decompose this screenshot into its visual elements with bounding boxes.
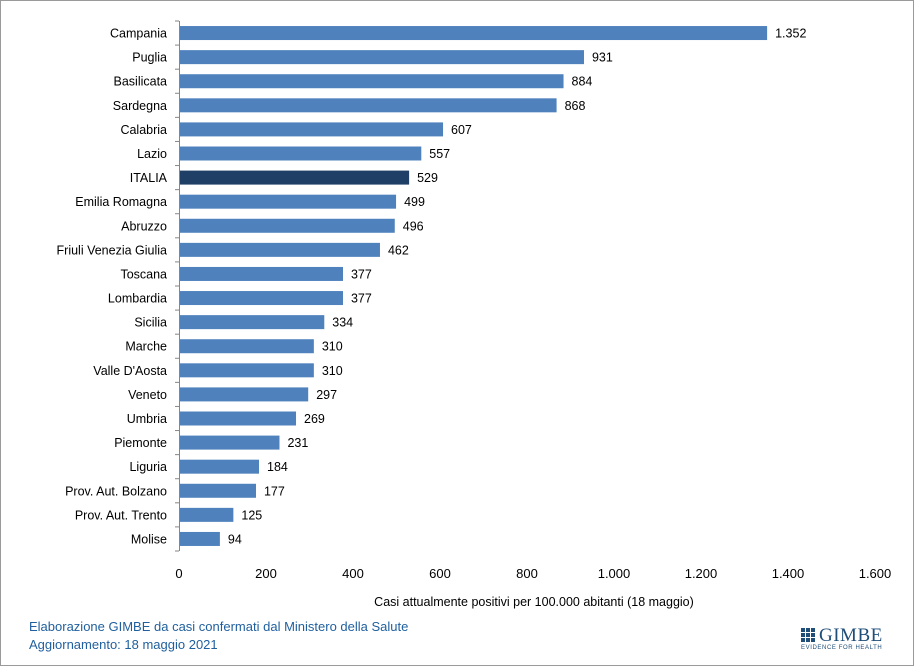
bar-italia (180, 170, 410, 185)
x-axis-title: Casi attualmente positivi per 100.000 ab… (374, 595, 694, 609)
bar-campania (180, 26, 768, 41)
category-label-piemonte: Piemonte (114, 436, 167, 450)
category-label-friuli-venezia-giulia: Friuli Venezia Giulia (57, 243, 168, 257)
bar-chart: Campania 1.352 Puglia 931 Basilicata 884 Sarde… (57, 20, 892, 609)
x-tick-label: 600 (429, 566, 451, 581)
gimbe-logo: GIMBE EVIDENCE FOR HEALTH (801, 625, 891, 653)
category-label-sardegna: Sardegna (113, 99, 167, 113)
value-label-sicilia: 334 (332, 316, 353, 330)
category-label-prov-aut-bolzano: Prov. Aut. Bolzano (65, 484, 167, 498)
category-label-toscana: Toscana (120, 267, 167, 281)
x-tick-label: 200 (255, 566, 277, 581)
category-label-campania: Campania (110, 27, 167, 41)
category-label-prov-aut-trento: Prov. Aut. Trento (75, 508, 167, 522)
value-label-basilicata: 884 (572, 75, 593, 89)
bar-liguria (180, 459, 260, 474)
value-label-valle-d-aosta: 310 (322, 364, 343, 378)
category-label-sicilia: Sicilia (134, 316, 167, 330)
bar-lazio (180, 146, 422, 161)
x-tick-label: 800 (516, 566, 538, 581)
bar-molise (180, 531, 220, 546)
category-label-calabria: Calabria (120, 123, 167, 137)
bar-piemonte (180, 435, 280, 450)
bar-umbria (180, 411, 297, 426)
category-label-marche: Marche (125, 340, 167, 354)
value-label-puglia: 931 (592, 51, 613, 65)
bar-lombardia (180, 291, 343, 306)
value-label-lombardia: 377 (351, 292, 372, 306)
bar-veneto (180, 387, 309, 402)
value-label-campania: 1.352 (775, 27, 806, 41)
value-label-emilia-romagna: 499 (404, 195, 425, 209)
footer-credits: Elaborazione GIMBE da casi confermati da… (29, 618, 408, 654)
value-label-toscana: 377 (351, 267, 372, 281)
x-tick-label: 0 (175, 566, 182, 581)
bar-marche (180, 339, 314, 354)
x-tick-label: 1.600 (859, 566, 892, 581)
bar-emilia-romagna (180, 194, 397, 209)
category-label-veneto: Veneto (128, 388, 167, 402)
value-label-prov-aut-trento: 125 (241, 508, 262, 522)
x-tick-label: 1.400 (772, 566, 805, 581)
bar-friuli-venezia-giulia (180, 242, 380, 257)
value-label-abruzzo: 496 (403, 219, 424, 233)
category-label-umbria: Umbria (127, 412, 167, 426)
value-label-sardegna: 868 (565, 99, 586, 113)
bar-puglia (180, 50, 584, 65)
bar-sardegna (180, 98, 557, 113)
value-label-piemonte: 231 (287, 436, 308, 450)
bar-basilicata (180, 74, 564, 89)
logo-grid-icon (801, 628, 816, 643)
x-tick-label: 400 (342, 566, 364, 581)
bar-toscana (180, 266, 343, 281)
category-label-valle-d-aosta: Valle D'Aosta (93, 364, 167, 378)
logo-tagline: EVIDENCE FOR HEALTH (801, 645, 883, 651)
value-label-molise: 94 (228, 532, 242, 546)
x-tick-label: 1.000 (598, 566, 631, 581)
value-label-calabria: 607 (451, 123, 472, 137)
value-label-marche: 310 (322, 340, 343, 354)
footer-update: Aggiornamento: 18 maggio 2021 (29, 637, 218, 652)
category-label-molise: Molise (131, 532, 167, 546)
category-label-abruzzo: Abruzzo (121, 219, 167, 233)
category-label-lombardia: Lombardia (108, 292, 167, 306)
category-label-liguria: Liguria (129, 460, 167, 474)
value-label-lazio: 557 (429, 147, 450, 161)
value-label-prov-aut-bolzano: 177 (264, 484, 285, 498)
bar-sicilia (180, 315, 325, 330)
value-label-italia: 529 (417, 171, 438, 185)
value-label-veneto: 297 (316, 388, 337, 402)
value-label-liguria: 184 (267, 460, 288, 474)
category-label-puglia: Puglia (132, 51, 167, 65)
bar-prov-aut-trento (180, 507, 234, 522)
bar-abruzzo (180, 218, 395, 233)
category-label-basilicata: Basilicata (114, 75, 168, 89)
footer-source: Elaborazione GIMBE da casi confermati da… (29, 619, 409, 634)
x-tick-label: 1.200 (685, 566, 718, 581)
value-label-umbria: 269 (304, 412, 325, 426)
category-label-lazio: Lazio (137, 147, 167, 161)
bar-calabria (180, 122, 444, 137)
logo-name: GIMBE (819, 625, 883, 646)
category-label-emilia-romagna: Emilia Romagna (75, 195, 167, 209)
category-label-italia: ITALIA (130, 171, 168, 185)
value-label-friuli-venezia-giulia: 462 (388, 243, 409, 257)
bar-prov-aut-bolzano (180, 483, 256, 498)
bar-valle-d-aosta (180, 363, 314, 378)
